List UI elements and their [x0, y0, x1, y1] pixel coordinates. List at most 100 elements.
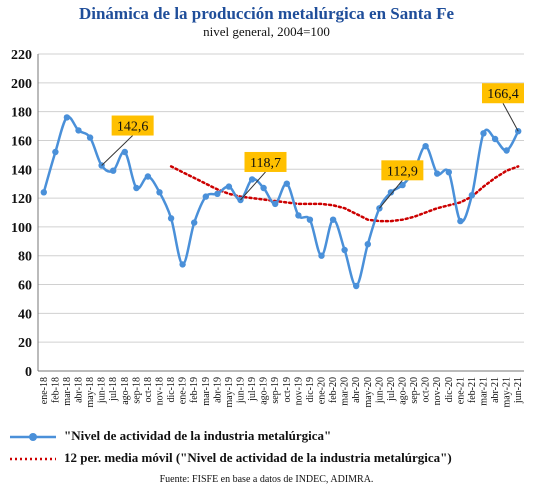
x-tick-label: abr-18 [74, 377, 85, 403]
legend-solid-line-icon [10, 433, 56, 442]
x-tick-label: jun-20 [374, 377, 385, 404]
x-tick-label: abr-19 [212, 377, 223, 403]
data-point [422, 143, 429, 150]
x-tick-label: abr-21 [490, 377, 501, 403]
data-point [179, 261, 186, 268]
x-tick-label: feb-21 [467, 377, 478, 403]
data-label: 112,9 [387, 164, 418, 179]
x-tick-label: may-19 [224, 377, 235, 408]
source-note: Fuente: FISFE en base a datos de INDEC, … [159, 474, 374, 485]
x-tick-label: ene-20 [317, 377, 328, 404]
annotation-leader-line [502, 102, 519, 132]
data-point [480, 130, 487, 137]
data-label: 142,6 [117, 120, 149, 135]
data-point [329, 216, 337, 223]
legend-dotted-line-icon [10, 457, 56, 461]
data-point [503, 147, 510, 154]
y-tick-label: 60 [18, 279, 32, 294]
chart-subtitle: nivel general, 2004=100 [203, 24, 330, 39]
x-tick-label: nov-19 [293, 377, 304, 405]
x-tick-label: jun-19 [236, 377, 247, 404]
data-point [121, 148, 128, 156]
y-tick-label: 180 [11, 106, 32, 121]
annotation-box [244, 151, 287, 172]
data-point [191, 219, 198, 226]
data-point [52, 148, 59, 156]
data-point [306, 216, 314, 223]
data-point [399, 181, 406, 189]
data-point [295, 212, 302, 219]
y-tick-label: 40 [18, 307, 32, 322]
x-tick-label: ene-21 [455, 377, 466, 404]
y-tick-label: 140 [11, 163, 32, 178]
x-tick-label: may-20 [363, 377, 374, 408]
x-tick-label: jul-19 [247, 377, 258, 402]
y-tick-label: 160 [11, 134, 32, 149]
x-tick-label: jul-20 [386, 377, 397, 402]
data-point [214, 190, 221, 197]
data-point [364, 241, 371, 248]
data-point [491, 135, 499, 143]
x-tick-label: sep-20 [409, 377, 420, 404]
annotation-box [482, 83, 524, 104]
data-point [156, 189, 163, 196]
y-tick-label: 20 [18, 336, 32, 351]
chart-title: Dinámica de la producción metalúrgica en… [78, 4, 455, 23]
x-tick-label: ago-18 [120, 377, 131, 405]
x-tick-label: may-21 [502, 377, 513, 408]
y-tick-label: 0 [25, 365, 32, 380]
data-point [260, 184, 267, 192]
annotation-leader-line [240, 171, 266, 201]
data-point [202, 193, 209, 200]
x-tick-label: jun-21 [513, 377, 524, 404]
data-point [75, 127, 82, 134]
x-tick-label: jun-18 [97, 377, 108, 404]
data-point [445, 169, 452, 176]
legend-item-moving-average: 12 per. media móvil ("Nivel de actividad… [8, 450, 452, 466]
x-tick-label: ago-20 [398, 377, 409, 405]
x-tick-label: ago-19 [259, 377, 270, 405]
data-point [248, 176, 256, 183]
y-tick-label: 120 [11, 192, 32, 207]
data-point [318, 252, 325, 259]
data-point [63, 114, 71, 121]
annotation-box [111, 115, 154, 136]
x-tick-label: oct-18 [143, 377, 154, 403]
x-tick-label: feb-20 [328, 377, 339, 403]
y-tick-label: 200 [11, 77, 32, 92]
y-tick-label: 100 [11, 221, 32, 236]
data-point [133, 184, 140, 192]
x-tick-label: may-18 [85, 377, 96, 408]
data-point [341, 246, 348, 254]
data-point [225, 183, 233, 190]
data-point [272, 200, 279, 208]
x-tick-label: oct-19 [282, 377, 293, 403]
data-point [86, 134, 94, 141]
x-tick-label: ene-18 [39, 377, 50, 404]
x-tick-label: feb-19 [189, 377, 200, 403]
x-tick-label: mar-18 [62, 377, 73, 406]
x-tick-label: mar-21 [479, 377, 490, 406]
y-tick-label: 220 [11, 48, 32, 63]
x-tick-label: mar-19 [201, 377, 212, 406]
x-tick-label: dic-19 [305, 377, 316, 403]
x-tick-label: feb-18 [50, 377, 61, 403]
x-tick-label: nov-18 [155, 377, 166, 405]
data-point [167, 215, 175, 222]
annotation-leader-line [101, 135, 133, 166]
x-tick-label: sep-18 [131, 377, 142, 404]
data-point [457, 217, 464, 225]
legend-label-moving-average: 12 per. media móvil ("Nivel de actividad… [64, 450, 452, 465]
legend-label-activity: "Nivel de actividad de la industria meta… [64, 428, 332, 443]
x-tick-label: dic-18 [166, 377, 177, 403]
x-tick-label: mar-20 [340, 377, 351, 406]
data-point [40, 189, 47, 196]
series-line-moving-average [169, 165, 520, 223]
x-tick-label: ene-19 [178, 377, 189, 404]
data-point [110, 167, 117, 174]
x-tick-label: jul-18 [108, 377, 119, 402]
x-tick-label: nov-20 [432, 377, 443, 405]
x-tick-label: abr-20 [351, 377, 362, 403]
annotation-box [381, 160, 424, 181]
